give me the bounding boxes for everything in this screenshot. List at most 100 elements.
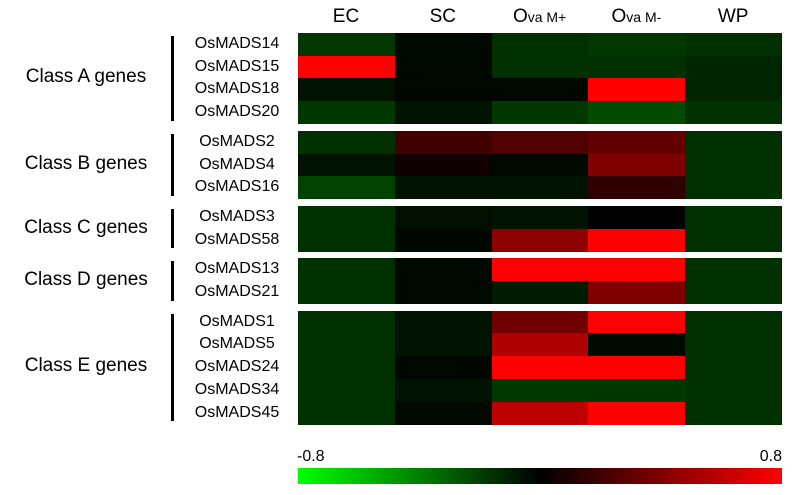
heatmap-cell xyxy=(685,130,783,154)
heatmap-cell xyxy=(685,101,783,125)
heatmap-cell xyxy=(394,176,493,200)
heatmap-cell xyxy=(491,228,589,252)
heatmap-cell xyxy=(491,258,589,282)
heatmap-cell xyxy=(685,356,783,380)
heatmap-cell xyxy=(394,258,493,282)
group-bracket xyxy=(171,261,174,301)
class-group-label: Class C genes xyxy=(24,216,148,238)
heatmap-cell xyxy=(394,356,493,380)
heatmap-cell xyxy=(298,401,396,425)
heatmap-cell xyxy=(588,378,686,402)
column-header: Ova M- xyxy=(588,6,684,28)
gene-label: OsMADS14 xyxy=(194,35,280,52)
gene-label: OsMADS20 xyxy=(194,103,280,121)
heatmap-cell xyxy=(685,205,783,230)
heatmap-cell xyxy=(298,205,396,230)
group-bracket xyxy=(171,36,174,121)
gene-label: OsMADS58 xyxy=(194,230,280,248)
heatmap-cell xyxy=(685,378,783,402)
group-bracket xyxy=(171,208,174,249)
heatmap-cell xyxy=(394,401,493,425)
column-header-main: WP xyxy=(717,6,749,27)
heatmap-cell xyxy=(588,401,686,425)
heatmap-cell xyxy=(298,55,396,79)
heatmap-cell xyxy=(298,78,396,102)
heatmap-cell xyxy=(491,78,589,102)
column-header: EC xyxy=(298,6,394,28)
gene-label: OsMADS21 xyxy=(194,283,280,300)
color-scale-max-label: 0.8 xyxy=(759,448,782,465)
heatmap-cell xyxy=(394,78,493,102)
gene-label: OsMADS16 xyxy=(194,178,280,196)
heatmap-cell xyxy=(491,101,589,125)
gene-label: OsMADS5 xyxy=(199,335,275,353)
group-separator xyxy=(298,253,782,257)
class-group-label: Class D genes xyxy=(24,269,148,290)
heatmap-cell xyxy=(685,153,783,177)
gene-label: OsMADS2 xyxy=(199,132,275,150)
heatmap-cell xyxy=(685,333,783,357)
heatmap-cell xyxy=(685,78,783,102)
heatmap-cell xyxy=(491,205,589,230)
heatmap-cell xyxy=(491,281,589,305)
heatmap-cell xyxy=(394,153,493,177)
gene-label: OsMADS24 xyxy=(194,358,280,376)
heatmap-cell xyxy=(298,228,396,252)
heatmap-cell xyxy=(394,378,493,402)
heatmap-cell xyxy=(588,55,686,79)
color-scale-bar xyxy=(298,468,782,484)
heatmap-cell xyxy=(588,333,686,357)
column-header-main: SC xyxy=(429,6,456,27)
heatmap-cell xyxy=(394,333,493,357)
heatmap-cell xyxy=(394,281,493,305)
column-header-main: O xyxy=(611,6,627,27)
group-separator xyxy=(298,200,782,204)
heatmap-cell xyxy=(588,130,686,154)
gene-label: OsMADS13 xyxy=(194,260,280,278)
heatmap-cell xyxy=(588,356,686,380)
column-header: WP xyxy=(685,6,781,28)
class-group-label: Class A genes xyxy=(25,66,147,88)
heatmap-cell xyxy=(588,258,686,282)
heatmap-cell xyxy=(588,281,686,305)
heatmap-cell xyxy=(588,101,686,125)
heatmap-cell xyxy=(588,153,686,177)
heatmap-cell xyxy=(685,176,783,200)
heatmap-cell xyxy=(298,356,396,380)
heatmap-cell xyxy=(685,258,783,282)
heatmap-cell xyxy=(588,228,686,252)
group-separator xyxy=(298,305,782,309)
column-header-main: O xyxy=(512,6,528,27)
heatmap-cell xyxy=(394,55,493,79)
gene-label: OsMADS18 xyxy=(194,80,280,98)
gene-label: OsMADS45 xyxy=(194,403,280,421)
heatmap-cell xyxy=(491,310,589,334)
heatmap-cell xyxy=(298,101,396,125)
heatmap-cell xyxy=(491,356,589,380)
group-separator xyxy=(298,125,782,129)
gene-label: OsMADS15 xyxy=(194,57,280,75)
heatmap-cell xyxy=(491,153,589,177)
column-header-main: EC xyxy=(332,6,360,27)
heatmap-cell xyxy=(491,130,589,154)
group-bracket xyxy=(171,133,174,196)
column-header: Ova M+ xyxy=(492,6,588,28)
heatmap-cell xyxy=(588,176,686,200)
heatmap-cell xyxy=(298,176,396,200)
heatmap-cell xyxy=(298,258,396,282)
heatmap-cell xyxy=(298,310,396,334)
heatmap-cell xyxy=(685,281,783,305)
heatmap-cell xyxy=(394,205,493,230)
column-header: SC xyxy=(395,6,491,28)
heatmap-cell xyxy=(588,78,686,102)
heatmap-cell xyxy=(491,333,589,357)
heatmap-cell xyxy=(394,130,493,154)
heatmap-cell xyxy=(588,33,686,57)
column-header-sub: va M- xyxy=(626,9,662,25)
heatmap-cell xyxy=(394,101,493,125)
heatmap-cell xyxy=(685,310,783,334)
heatmap-cell xyxy=(298,33,396,57)
heatmap-cell xyxy=(298,333,396,357)
heatmap-cell xyxy=(298,281,396,305)
